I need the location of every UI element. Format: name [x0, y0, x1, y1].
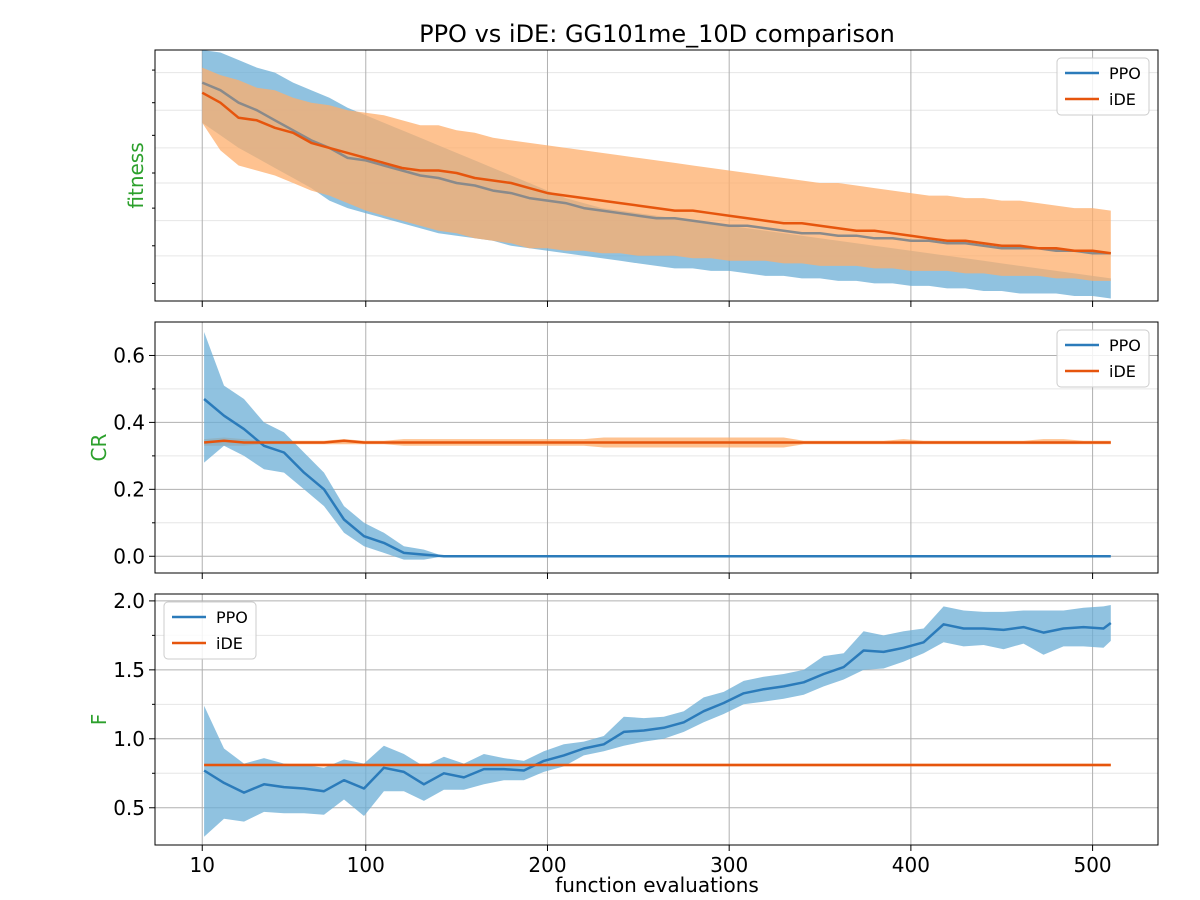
axes-frame: [154, 321, 1159, 574]
y-axis-label-fitness: fitness: [124, 142, 148, 208]
chart-title: PPO vs iDE: GG101me_10D comparison: [419, 20, 895, 48]
x-tick-label: 400: [892, 853, 930, 877]
legend-label-ide: iDE: [1109, 90, 1136, 109]
x-tick-label: 200: [528, 853, 566, 877]
y-tick-label: 2.0: [113, 589, 145, 613]
legend-label-ppo: PPO: [216, 608, 248, 627]
y-tick-label: 0.5: [113, 796, 145, 820]
axes-frame: [154, 593, 1159, 846]
y-axis-label-cr: CR: [87, 433, 111, 461]
y-tick-label: 0.2: [113, 477, 145, 501]
y-tick-label: 1.0: [113, 727, 145, 751]
legend-label-ppo: PPO: [1109, 336, 1141, 355]
legend: PPO iDE: [1056, 329, 1150, 388]
series-line-ppo: [201, 81, 1111, 255]
legend-label-ide: iDE: [216, 634, 243, 653]
x-tick-label: 100: [347, 853, 385, 877]
y-tick-label: 1.5: [113, 658, 145, 682]
band-ide: [202, 67, 1111, 281]
y-axis-label-f: F: [87, 714, 111, 726]
x-axis-label: function evaluations: [555, 873, 759, 897]
legend: PPO iDE: [163, 601, 257, 660]
series-line-ppo: [203, 398, 1111, 558]
plot-area-F: [155, 594, 1158, 845]
y-tick-label: 0.0: [113, 544, 145, 568]
x-tick-label: 10: [190, 853, 215, 877]
x-tick-label: 500: [1073, 853, 1111, 877]
legend-label-ide: iDE: [1109, 362, 1136, 381]
band-ppo: [204, 605, 1111, 837]
y-tick-label: 0.6: [113, 343, 145, 367]
plot-area-CR: [155, 322, 1158, 573]
plot-area-fitness: [155, 50, 1158, 301]
y-tick-label: 0.4: [113, 410, 145, 434]
legend: PPO iDE: [1056, 57, 1150, 116]
legend-label-ppo: PPO: [1109, 64, 1141, 83]
series-line-ide: [203, 439, 1111, 444]
axes-frame: [154, 49, 1159, 302]
series-line-ppo: [203, 622, 1112, 794]
x-tick-label: 300: [710, 853, 748, 877]
series-line-ide: [201, 91, 1111, 255]
